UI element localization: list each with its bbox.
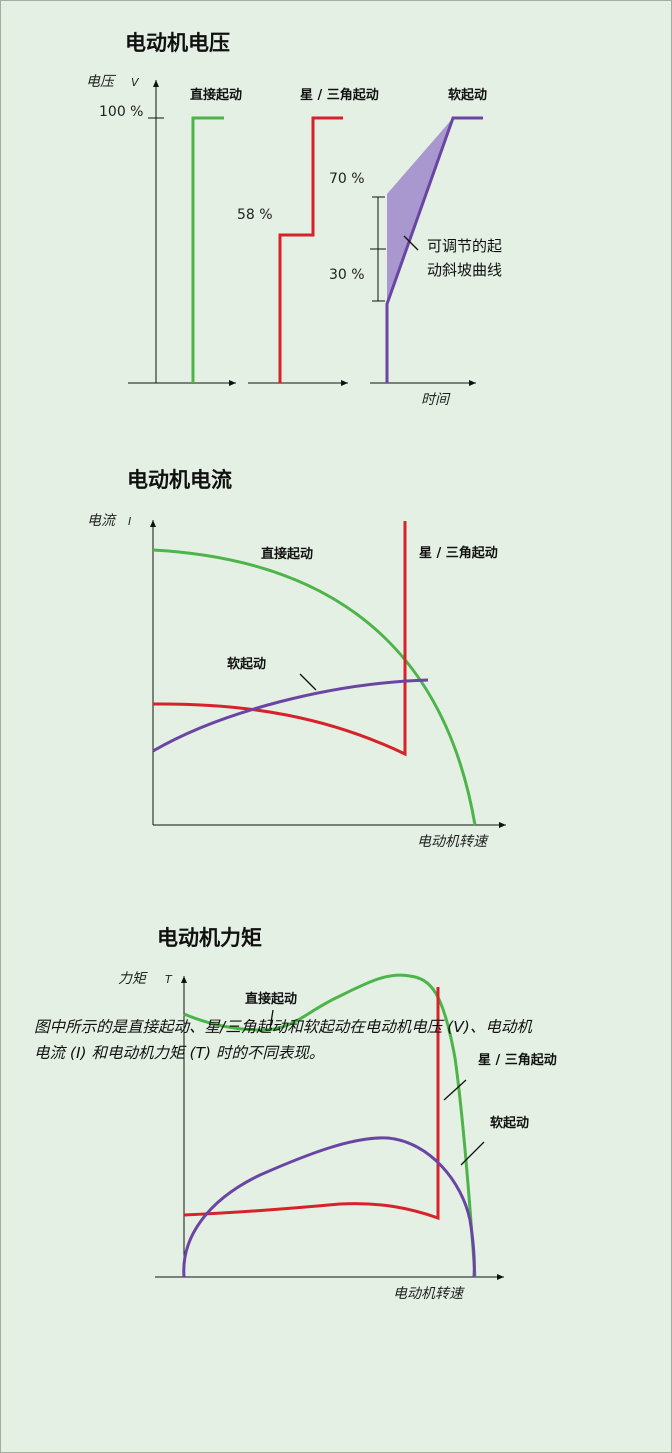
current-title: 电动机电流 — [127, 468, 232, 492]
voltage-y-label: 电压 — [86, 74, 117, 90]
voltage-title: 电动机电压 — [125, 31, 230, 55]
voltage-y-symbol: V — [131, 76, 140, 89]
ramp-note-line1: 可调节的起 — [427, 237, 502, 255]
torque-direct-curve — [183, 973, 477, 1278]
voltage-direct-label: 直接起动 — [190, 87, 242, 103]
current-chart: 电动机电流 电流 I 直接起动 星 / 三角起动 软起动 电动机转速 — [87, 468, 506, 850]
voltage-soft-curve — [385, 116, 483, 383]
figure-caption: 图中所示的是直接起动、星/三角起动和软起动在电动机电压 (V)、电动机 电流 (… — [34, 1014, 644, 1066]
caption-line-2: 电流 (I) 和电动机力矩 (T) 时的不同表现。 — [34, 1044, 325, 1062]
torque-soft-curve — [182, 1136, 476, 1278]
current-star-delta-label: 星 / 三角起动 — [419, 545, 498, 561]
torque-direct-label: 直接起动 — [245, 991, 297, 1007]
torque-x-label: 电动机转速 — [393, 1286, 465, 1302]
torque-y-label: 力矩 — [118, 971, 148, 987]
ramp-note-line2: 动斜坡曲线 — [427, 261, 502, 279]
current-y-symbol: I — [128, 515, 131, 528]
voltage-soft-label: 软起动 — [448, 87, 487, 103]
torque-title: 电动机力矩 — [157, 926, 262, 950]
voltage-x-label: 时间 — [421, 392, 451, 408]
voltage-direct-curve — [191, 116, 224, 383]
ramp-note-leader — [403, 235, 419, 251]
current-star-delta-curve — [152, 521, 407, 757]
current-x-label: 电动机转速 — [417, 834, 489, 850]
torque-soft-label: 软起动 — [490, 1115, 529, 1131]
torque-star-delta-curve — [183, 987, 440, 1221]
torque-y-symbol: T — [165, 973, 173, 986]
voltage-100-label: 100 % — [99, 104, 143, 120]
torque-direct-leader — [269, 1009, 274, 1030]
voltage-star-delta-curve — [278, 116, 343, 383]
current-direct-curve — [152, 548, 477, 826]
current-soft-label: 软起动 — [227, 656, 266, 672]
current-soft-leader — [299, 673, 317, 691]
current-soft-curve — [152, 678, 429, 753]
torque-soft-leader — [460, 1141, 485, 1166]
voltage-58-label: 58 % — [237, 207, 273, 223]
voltage-30-label: 30 % — [329, 267, 365, 283]
current-y-label: 电流 — [87, 513, 117, 529]
voltage-star-delta-label: 星 / 三角起动 — [300, 87, 379, 103]
torque-star-delta-label: 星 / 三角起动 — [478, 1052, 557, 1068]
voltage-70-label: 70 % — [329, 171, 365, 187]
torque-chart: 电动机力矩 力矩 T 直接起动 星 / 三角起动 软起动 电动机转速 — [118, 926, 557, 1302]
current-direct-label: 直接起动 — [261, 546, 313, 562]
torque-star-delta-leader — [443, 1079, 467, 1101]
caption-line-1: 图中所示的是直接起动、星/三角起动和软起动在电动机电压 (V)、电动机 — [34, 1018, 532, 1036]
voltage-chart: 电动机电压 电压 V 100 % 58 % 70 % 30 % 可调节的起 动斜… — [86, 31, 502, 408]
